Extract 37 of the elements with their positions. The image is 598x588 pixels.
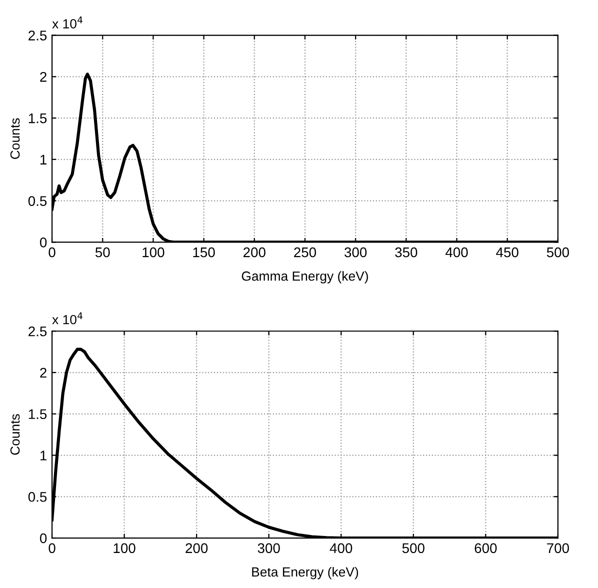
- x-tick-label: 450: [496, 247, 518, 258]
- x-tick-label: 400: [330, 543, 352, 554]
- x-tick-label: 250: [294, 247, 316, 258]
- y-tick-label: 2: [40, 368, 46, 378]
- x-tick-label: 300: [344, 247, 367, 258]
- x-tick-label: 700: [547, 543, 569, 554]
- x-tick-label: 100: [142, 247, 164, 258]
- x-axis-title: Beta Energy (keV): [252, 566, 358, 580]
- text: x 10$^{4}$: [52, 16, 82, 28]
- x-tick-label: 200: [244, 247, 266, 258]
- y-axis-title: Counts: [10, 414, 20, 455]
- x-tick-label: 50: [95, 247, 110, 258]
- y-tick-label: 1: [40, 154, 46, 164]
- y-tick-label: 2: [40, 72, 46, 82]
- x-tick-label: 150: [193, 247, 215, 258]
- x-tick-label: 200: [186, 543, 208, 554]
- text: x 10$^{4}$: [52, 312, 82, 324]
- x-tick-label: 600: [474, 543, 497, 554]
- x-tick-label: 0: [48, 543, 56, 554]
- y-tick-label: 0: [40, 238, 47, 248]
- y-tick-label: 0.5: [28, 492, 47, 502]
- x-tick-label: 400: [445, 247, 468, 258]
- y-tick-label: 0: [40, 533, 47, 544]
- y-axis-title: Counts: [10, 118, 20, 159]
- y-tick-label: 1.5: [28, 409, 47, 420]
- x-tick-label: 300: [258, 543, 280, 554]
- x-tick-label: 350: [395, 247, 418, 258]
- y-tick-label: 1: [40, 450, 46, 460]
- x-tick-label: 0: [48, 247, 56, 258]
- x-tick-label: 500: [402, 543, 424, 554]
- y-tick-label: 2.5: [28, 30, 47, 40]
- x-tick-label: 100: [114, 543, 136, 554]
- x-tick-label: 500: [546, 247, 569, 258]
- x-axis-title: Gamma Energy (keV): [242, 271, 368, 284]
- y-tick-label: 1.5: [28, 114, 47, 124]
- y-tick-label: 2.5: [28, 326, 47, 336]
- y-tick-label: 0.5: [28, 196, 47, 206]
